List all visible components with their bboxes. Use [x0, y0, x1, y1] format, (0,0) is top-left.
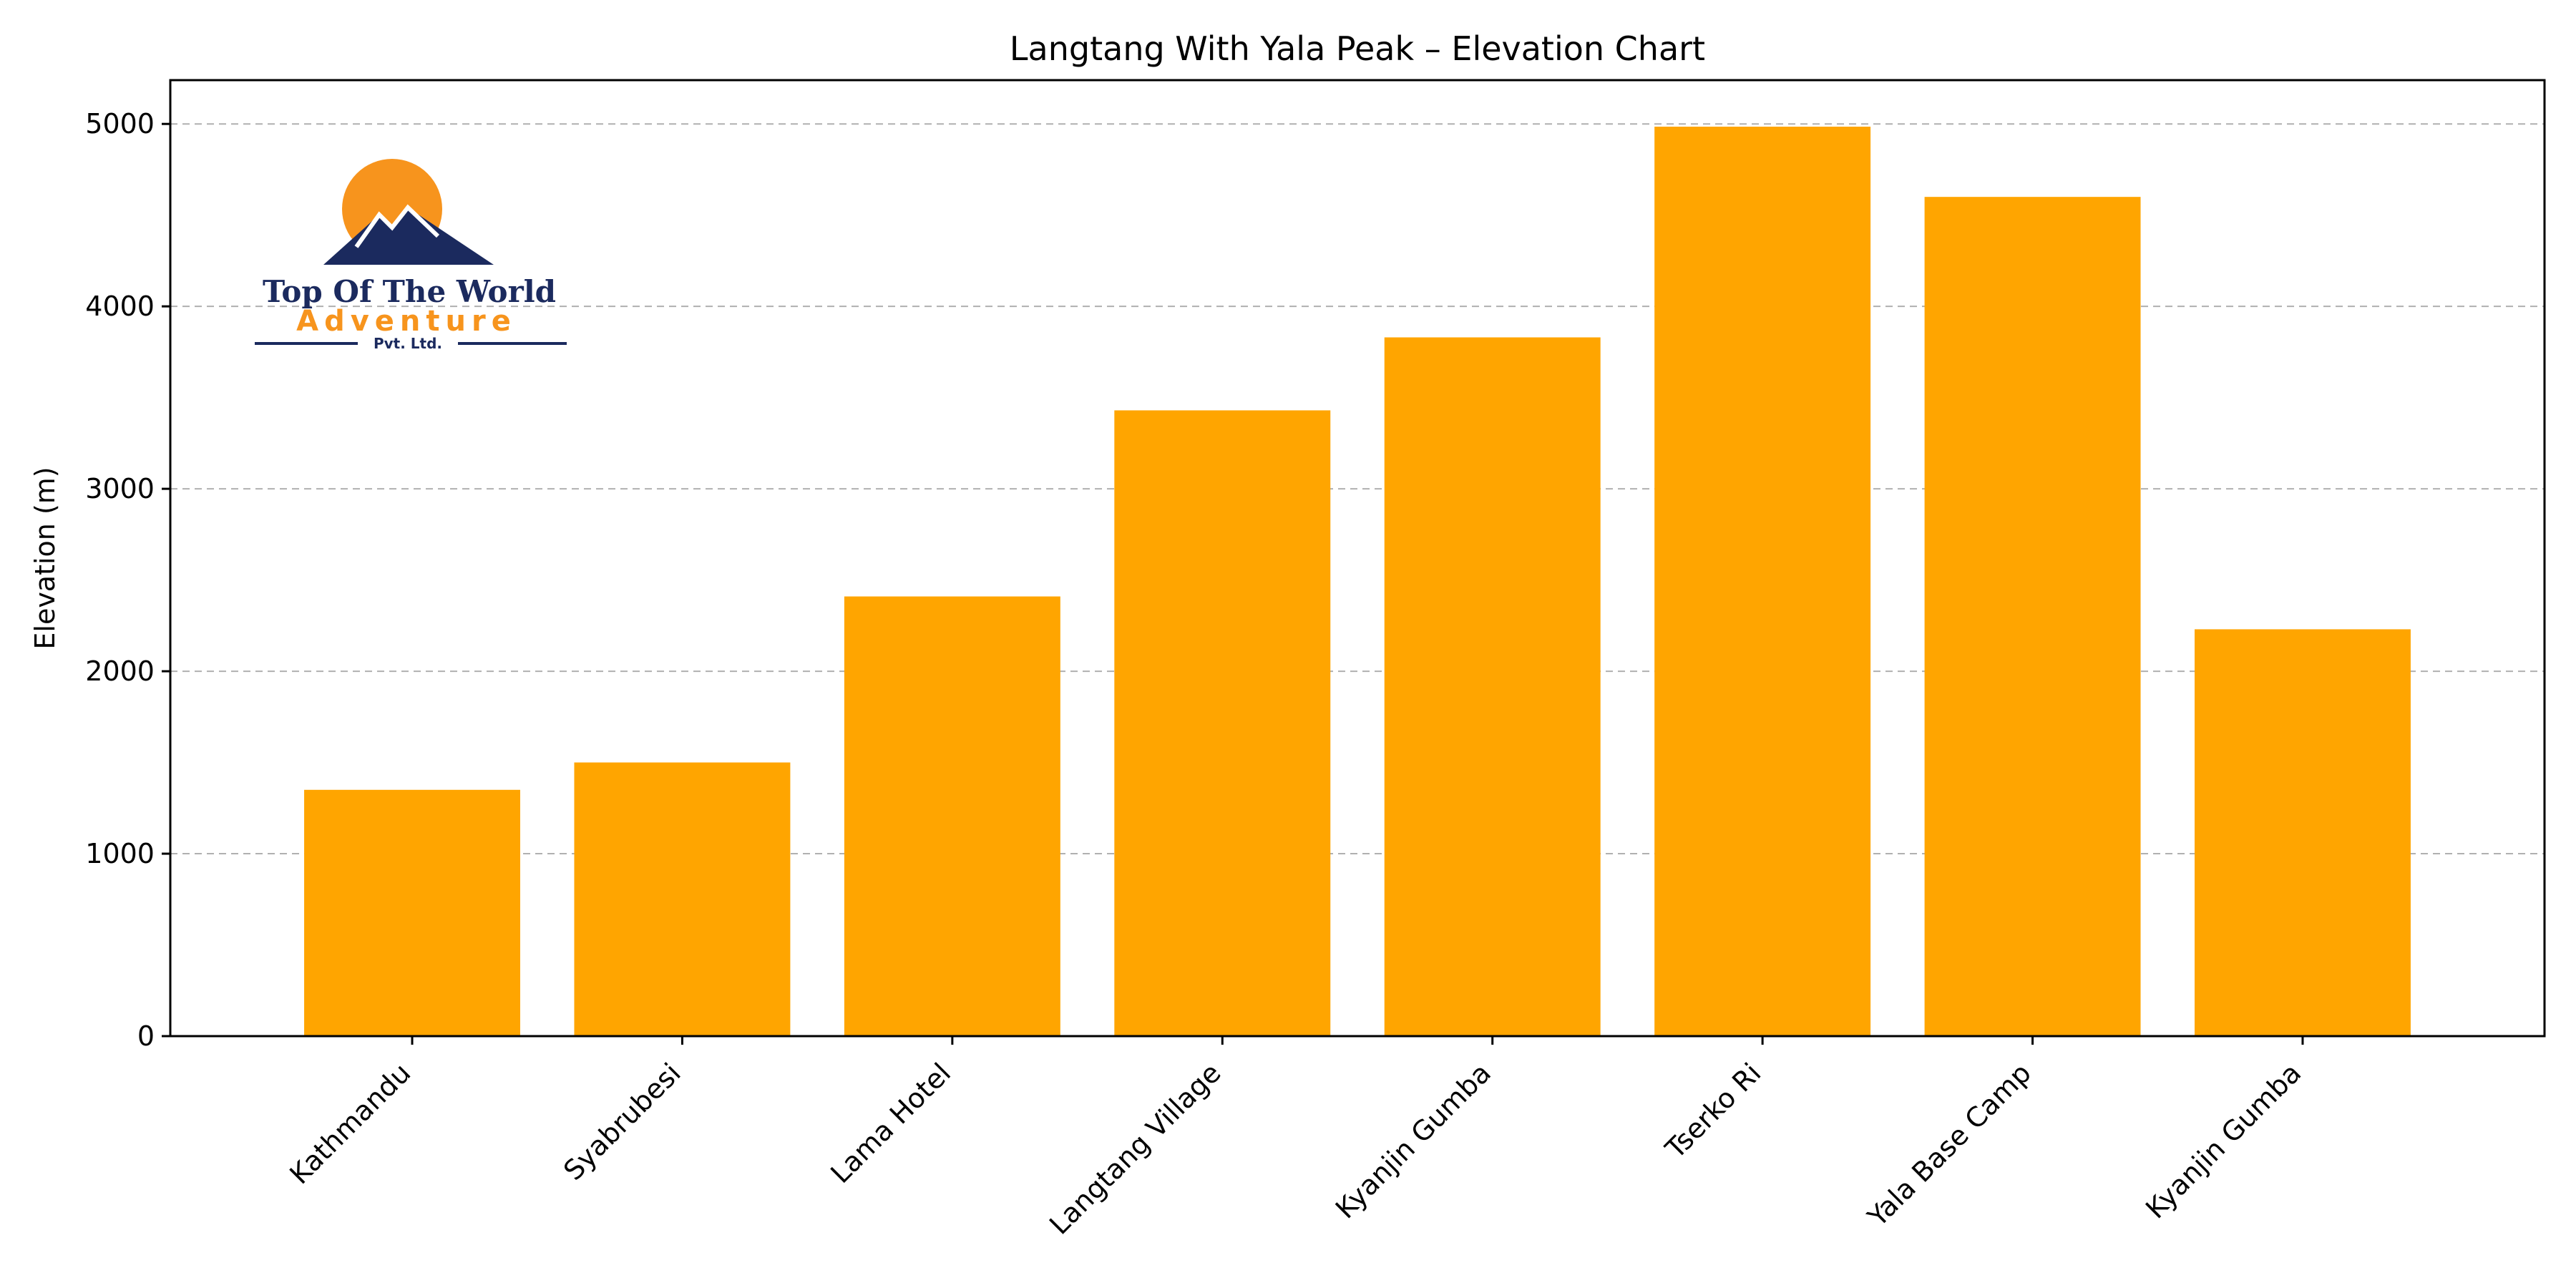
bar-1: [574, 762, 791, 1036]
x-tick-label-3: Langtang Village: [1043, 1057, 1227, 1241]
x-tick-label-7: Kyanjin Gumba: [2140, 1057, 2307, 1224]
x-tick-label-2: Lama Hotel: [824, 1057, 957, 1189]
y-axis-label: Elevation (m): [29, 467, 61, 649]
x-tick-label-4: Kyanjin Gumba: [1330, 1057, 1497, 1224]
logo-text-line3: Pvt. Ltd.: [374, 335, 442, 352]
y-tick-label-2000: 2000: [85, 655, 155, 687]
bar-4: [1384, 337, 1601, 1036]
y-tick-label-4000: 4000: [85, 291, 155, 322]
y-axis-ticks: 0 1000 2000 3000 4000 5000: [85, 108, 170, 1052]
y-tick-label-3000: 3000: [85, 473, 155, 504]
logo-snow-cap: [354, 204, 440, 248]
gridlines: [170, 123, 2545, 855]
logo-text-line1: Top Of The World: [263, 274, 556, 309]
x-tick-label-6: Yala Base Camp: [1861, 1057, 2037, 1233]
y-tick-label-0: 0: [137, 1020, 155, 1052]
x-tick-label-5: Tserko Ri: [1659, 1057, 1767, 1165]
y-tick-label-5000: 5000: [85, 108, 155, 140]
plot-frame: [169, 79, 2546, 1038]
x-tick-label-0: Kathmandu: [283, 1057, 416, 1190]
bar-2: [844, 596, 1060, 1036]
axes: [169, 79, 2546, 1038]
company-logo: Top Of The World Adventure Pvt. Ltd.: [255, 159, 567, 352]
bar-3: [1114, 410, 1331, 1036]
bar-5: [1654, 127, 1871, 1037]
x-axis-ticks: Kathmandu Syabrubesi Lama Hotel Langtang Vi…: [283, 1036, 2307, 1241]
chart-title: Langtang With Yala Peak – Elevation Char…: [1010, 29, 1705, 68]
bar-0: [304, 789, 520, 1036]
logo-text-line2: Adventure: [296, 305, 517, 338]
bar-6: [1924, 197, 2141, 1037]
y-tick-label-1000: 1000: [85, 838, 155, 869]
bars: [304, 127, 2411, 1037]
logo-mountain-icon: [323, 208, 494, 265]
x-tick-label-1: Syabrubesi: [557, 1057, 687, 1186]
bar-7: [2195, 629, 2411, 1036]
